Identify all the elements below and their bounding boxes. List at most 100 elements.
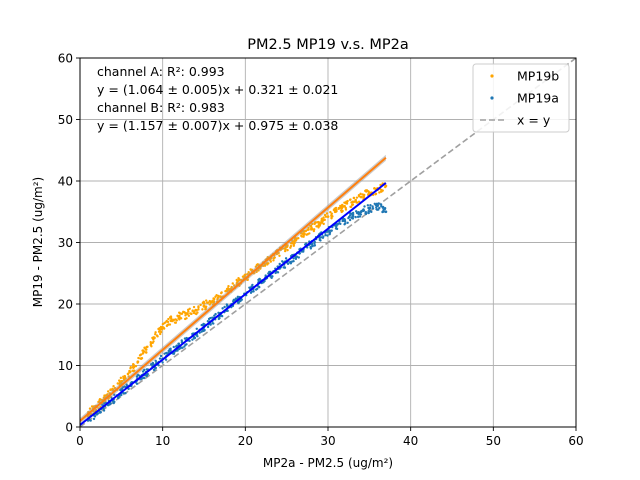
mp19b-point [149,340,152,344]
mp19a-point [102,409,106,412]
mp19b-point [311,228,314,231]
mp19a-point [145,374,149,378]
mp19b-point [278,254,281,258]
mp19b-point [329,210,332,214]
mp19a-point [209,316,212,320]
mp19a-point [370,210,373,214]
mp19a-point [217,311,220,315]
x-tick-label: 60 [568,434,583,448]
mp19b-point [132,364,135,367]
mp19b-point [170,317,173,320]
mp19b-point [180,312,184,315]
mp19a-point [358,215,362,218]
mp19b-point [159,330,163,334]
mp19a-point [326,234,329,237]
y-axis-label: MP19 - PM2.5 (ug/m²) [31,177,45,307]
annotation-line: y = (1.064 ± 0.005)x + 0.321 ± 0.021 [97,82,338,97]
mp19b-point [201,308,204,311]
mp19a-point [362,209,365,213]
mp19a-point [192,337,196,340]
mp19a-point [124,392,127,395]
mp19b-point [325,212,329,215]
mp19b-point [112,384,115,388]
mp19b-point [186,312,189,316]
mp19a-point [384,210,388,214]
mp19a-point [381,206,385,209]
legend-box [472,63,570,133]
mp19a-point [95,413,99,416]
mp19b-point [144,348,148,351]
mp19a-point [364,210,368,214]
mp19a-point [161,361,164,364]
mp19a-point [354,215,357,219]
mp19b-point [204,305,208,308]
mp19a-point [154,366,158,370]
legend-label: x = y [517,113,551,128]
mp19b-point [272,259,275,262]
mp19a-point [343,220,347,223]
y-tick-label: 20 [58,298,73,312]
mp19b-point [324,215,328,218]
mp19b-point [166,323,169,327]
mp19a-point [319,236,323,239]
mp19a-point [206,325,210,329]
mp19b-point [195,309,198,312]
mp19b-point [178,318,181,321]
mp19b-point [141,352,145,355]
mp19a-point [179,346,182,350]
mp19a-point [282,266,285,269]
mp19b-point [243,273,247,276]
mp19b-point [134,364,138,368]
mp19b-point [129,370,132,373]
mp19a-point [313,240,316,244]
mp19b-point [205,299,208,302]
mp19b-point [208,300,212,303]
mp19a-point [158,357,162,360]
mp19a-point [377,202,380,205]
mp19a-point [328,233,331,236]
mp19a-point [213,314,216,317]
mp19b-point [374,193,377,196]
mp19b-point [363,193,366,197]
mp19b-point [350,205,353,209]
mp19a-point [221,307,224,310]
mp19b-point [322,222,325,226]
mp19b-point [334,206,338,210]
mp19a-point [256,287,259,291]
mp19a-point [310,242,314,246]
mp19b-point [139,357,142,360]
mp19b-point [300,234,303,238]
mp19a-point [369,207,372,210]
mp19a-point [321,236,325,240]
mp19b-point [205,301,209,304]
plot-area: 0 10 20 30 40 50 60 0 10 20 30 40 50 60 channel A: R²:… [58,52,584,449]
mp19b-point [143,346,146,349]
mp19b-point [236,279,239,283]
x-tick-label: 20 [238,434,253,448]
mp19a-point [200,330,203,333]
mp19a-point [184,343,187,347]
mp19b-point [310,226,313,229]
mp19a-point [203,328,206,332]
mp19a-point [225,304,229,307]
mp19b-point [183,311,186,314]
legend-marker [490,96,494,100]
mp19b-point [269,260,273,263]
mp19a-point [264,274,267,277]
mp19b-point [123,374,127,378]
mp19b-point [169,315,173,318]
mp19b-point [216,296,220,299]
mp19a-point [383,207,387,211]
mp19a-point [220,314,224,318]
mp19b-point [199,303,202,307]
mp19a-point [250,290,253,293]
mp19b-point [326,215,330,219]
mp19b-point [149,343,152,347]
mp19b-point [237,276,240,280]
mp19b-point [351,203,355,206]
mp19b-point [359,192,362,196]
mp19b-point [227,284,230,288]
x-tick-label: 30 [320,434,335,448]
mp19a-point [206,320,210,323]
mp19b-point [152,340,155,343]
